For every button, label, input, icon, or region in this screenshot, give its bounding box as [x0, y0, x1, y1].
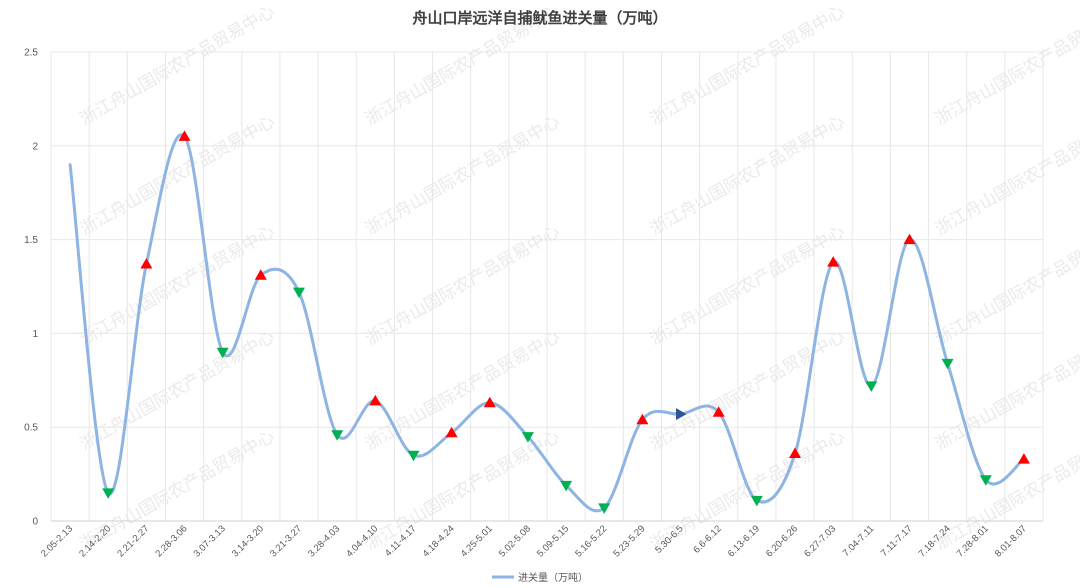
- down-triangle-marker: [216, 347, 229, 359]
- gridlines: [50, 51, 1044, 522]
- up-triangle-marker: [369, 394, 382, 406]
- right-triangle-marker: [676, 408, 687, 421]
- marker-layer: [102, 130, 1030, 514]
- up-triangle-marker: [445, 426, 458, 438]
- up-triangle-marker: [712, 406, 725, 417]
- y-tick-label: 1: [32, 329, 38, 340]
- up-triangle-marker: [1017, 453, 1030, 464]
- down-triangle-marker: [560, 480, 573, 492]
- down-triangle-marker: [598, 503, 611, 514]
- up-triangle-marker: [903, 233, 916, 245]
- up-triangle-marker: [789, 447, 801, 458]
- up-triangle-marker: [254, 269, 267, 280]
- y-axis: 0 0.5 1 1.5 2 2.5: [24, 48, 38, 528]
- down-triangle-marker: [979, 475, 992, 486]
- legend-label: 进关量（万吨）: [518, 571, 588, 584]
- y-tick-label: 0: [32, 517, 38, 528]
- chart-title: 舟山口岸远洋自捕鱿鱼进关量（万吨）: [412, 9, 667, 27]
- down-triangle-marker: [941, 358, 954, 370]
- up-triangle-marker: [827, 256, 840, 267]
- up-triangle-marker: [140, 258, 153, 269]
- down-triangle-marker: [865, 381, 878, 392]
- y-tick-label: 0.5: [24, 423, 38, 434]
- up-triangle-marker: [178, 130, 191, 141]
- down-triangle-marker: [521, 432, 534, 443]
- up-triangle-marker: [636, 413, 649, 425]
- down-triangle-marker: [331, 430, 344, 441]
- y-tick-label: 2.5: [24, 48, 38, 59]
- legend: 进关量（万吨）: [492, 571, 588, 584]
- down-triangle-marker: [407, 450, 420, 462]
- down-triangle-marker: [750, 495, 763, 507]
- down-triangle-marker: [102, 488, 115, 499]
- y-tick-label: 2: [32, 141, 38, 152]
- up-triangle-marker: [483, 396, 496, 408]
- y-tick-label: 1.5: [24, 235, 38, 246]
- down-triangle-marker: [293, 287, 305, 299]
